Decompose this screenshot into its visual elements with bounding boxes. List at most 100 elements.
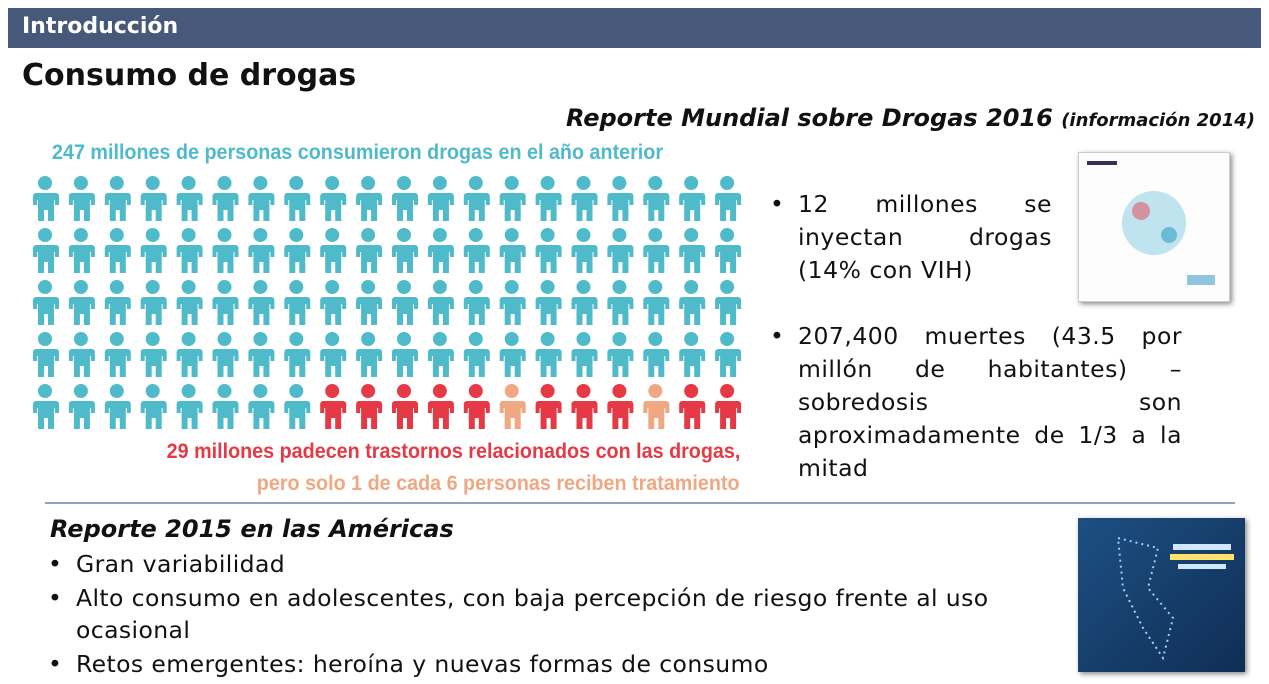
bullet: 12 millones se inyectan drogas (14% con … xyxy=(770,188,1052,287)
icon-head xyxy=(73,228,88,242)
cover-logo xyxy=(1087,161,1117,165)
report-cover xyxy=(1078,152,1230,302)
icon-head xyxy=(181,228,196,242)
icon-body xyxy=(679,193,706,221)
icon-body xyxy=(248,297,275,325)
person-icon xyxy=(104,176,131,221)
person-icon xyxy=(140,228,167,273)
person-icon xyxy=(176,384,203,429)
person-icon xyxy=(320,228,347,273)
icon-head xyxy=(432,228,447,242)
person-icon xyxy=(499,280,526,325)
person-icon xyxy=(284,176,311,221)
person-icon xyxy=(248,384,275,429)
icon-head xyxy=(432,384,447,398)
icon-head xyxy=(73,332,88,346)
icon-body xyxy=(356,193,383,221)
person-icon xyxy=(68,384,95,429)
icon-body xyxy=(212,193,239,221)
icon-body xyxy=(463,349,490,377)
icon-head xyxy=(325,228,340,242)
icon-body xyxy=(463,297,490,325)
section-title: Reporte 2015 en las Américas xyxy=(50,515,454,543)
cover-art xyxy=(1116,536,1234,661)
person-icon xyxy=(607,384,634,429)
icon-body xyxy=(535,297,562,325)
icon-body xyxy=(284,297,311,325)
icon-head xyxy=(217,332,232,346)
icon-head xyxy=(648,228,663,242)
person-icon xyxy=(68,280,95,325)
icon-body xyxy=(176,401,203,429)
person-icon xyxy=(212,228,239,273)
icon-body xyxy=(499,349,526,377)
person-icon xyxy=(392,384,418,429)
person-icon xyxy=(248,332,275,377)
icon-body xyxy=(212,401,239,429)
icon-body xyxy=(715,349,742,377)
icon-head xyxy=(361,384,376,398)
person-icon xyxy=(284,228,311,273)
person-icon xyxy=(33,280,59,325)
person-icon xyxy=(427,228,454,273)
person-icon xyxy=(571,280,598,325)
icon-head xyxy=(648,384,663,398)
icon-head xyxy=(540,228,555,242)
icon-head xyxy=(289,228,304,242)
icon-body xyxy=(140,245,167,273)
person-icon xyxy=(33,384,59,429)
subtitle-note: (información 2014) xyxy=(1061,110,1255,131)
icon-body xyxy=(356,349,383,377)
icon-head xyxy=(684,176,699,190)
cover-globe xyxy=(1122,191,1186,255)
person-icon xyxy=(571,332,598,377)
person-icon xyxy=(104,228,131,273)
icon-head xyxy=(397,228,411,242)
person-icon xyxy=(427,332,454,377)
icon-head xyxy=(109,384,124,398)
icon-body xyxy=(392,401,418,429)
icon-body xyxy=(33,349,59,377)
person-icon xyxy=(248,228,275,273)
person-icon xyxy=(643,176,670,221)
person-icon xyxy=(320,384,347,429)
person-icon xyxy=(535,280,562,325)
icon-body xyxy=(715,297,742,325)
icon-head xyxy=(612,384,627,398)
person-icon xyxy=(679,176,706,221)
person-icon xyxy=(248,280,275,325)
icon-body xyxy=(176,245,203,273)
slide-title: Consumo de drogas xyxy=(22,58,357,93)
icon-body xyxy=(607,401,634,429)
icon-body xyxy=(140,297,167,325)
icon-head xyxy=(612,228,627,242)
icon-head xyxy=(612,176,627,190)
icon-head xyxy=(576,176,591,190)
bullet-text: Retos emergentes: heroína y nuevas forma… xyxy=(76,650,769,678)
person-icon xyxy=(427,280,454,325)
icon-head xyxy=(38,280,52,294)
icon-head xyxy=(720,228,735,242)
icon-body xyxy=(392,193,418,221)
icon-body xyxy=(33,193,59,221)
icon-head xyxy=(109,176,124,190)
person-icon xyxy=(679,384,706,429)
person-icon xyxy=(212,280,239,325)
icon-body xyxy=(571,297,598,325)
icon-head xyxy=(648,176,663,190)
pictogram-label: 247 millones de personas consumieron dro… xyxy=(52,141,664,164)
icon-head xyxy=(468,228,483,242)
person-icon xyxy=(140,384,167,429)
icon-body xyxy=(463,245,490,273)
icon-body xyxy=(320,245,347,273)
icon-head xyxy=(720,280,735,294)
pictogram-label: 29 millones padecen trastornos relaciona… xyxy=(166,440,740,463)
icon-body xyxy=(356,401,383,429)
icon-head xyxy=(73,280,88,294)
pictogram xyxy=(33,176,742,429)
icon-body xyxy=(571,245,598,273)
icon-head xyxy=(576,228,591,242)
icon-body xyxy=(643,193,670,221)
pictogram-label: pero solo 1 de cada 6 personas reciben t… xyxy=(257,472,740,495)
